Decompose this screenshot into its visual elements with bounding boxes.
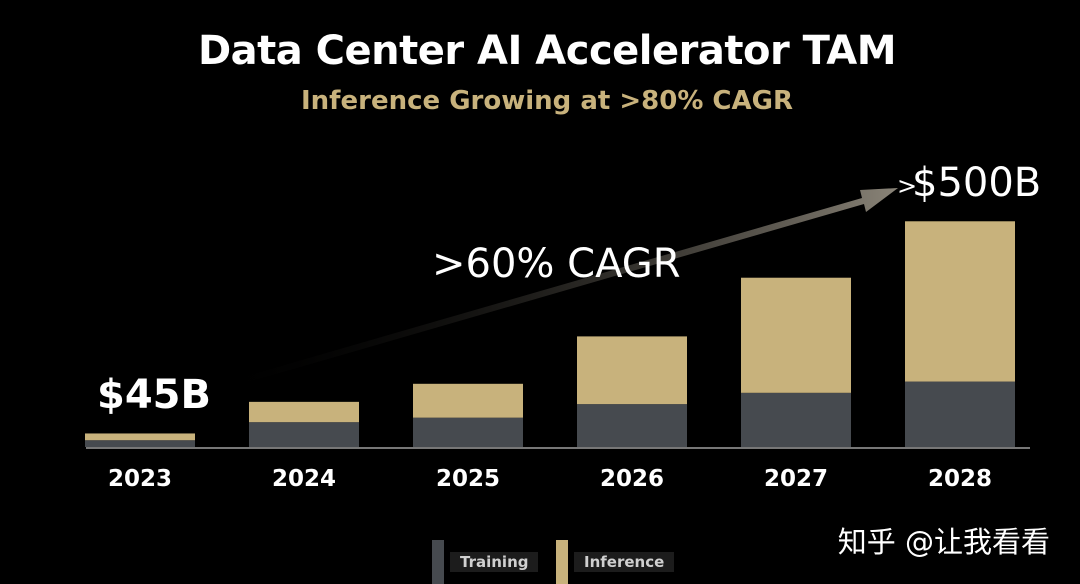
bar-training-2026 [577,404,687,447]
chart-title: Data Center AI Accelerator TAM [197,28,897,74]
x-tick-label-2027: 2027 [764,466,828,492]
bar-training-2023 [85,440,195,447]
bar-inference-2024 [249,401,359,423]
x-tick-label-2028: 2028 [928,466,992,492]
bar-training-2025 [413,417,523,447]
chart-subtitle: Inference Growing at >80% CAGR [301,86,793,116]
bar-inference-2025 [413,383,523,418]
bar-training-2027 [741,392,851,447]
end-value-label: $500B [912,160,1041,206]
x-tick-label-2023: 2023 [108,466,172,492]
growth-arrow [205,188,898,394]
x-tick-label-2025: 2025 [436,466,500,492]
x-tick-label-2024: 2024 [272,466,336,492]
start-value-label: $45B [97,372,211,418]
legend-label-training: Training [450,552,539,572]
bar-training-2024 [249,422,359,447]
end-value-prefix: > [897,172,917,200]
watermark: 知乎 @让我看看 [837,525,1050,559]
x-tick-label-2026: 2026 [600,466,664,492]
bar-inference-2028 [905,221,1015,382]
legend-swatch-inference [556,540,568,584]
bar-inference-2026 [577,336,687,405]
legend-label-inference: Inference [574,552,675,572]
bar-inference-2027 [741,277,851,393]
bar-inference-2023 [85,433,195,441]
bar-training-2028 [905,381,1015,447]
cagr-label: >60% CAGR [432,241,681,287]
legend-swatch-training [432,540,444,584]
